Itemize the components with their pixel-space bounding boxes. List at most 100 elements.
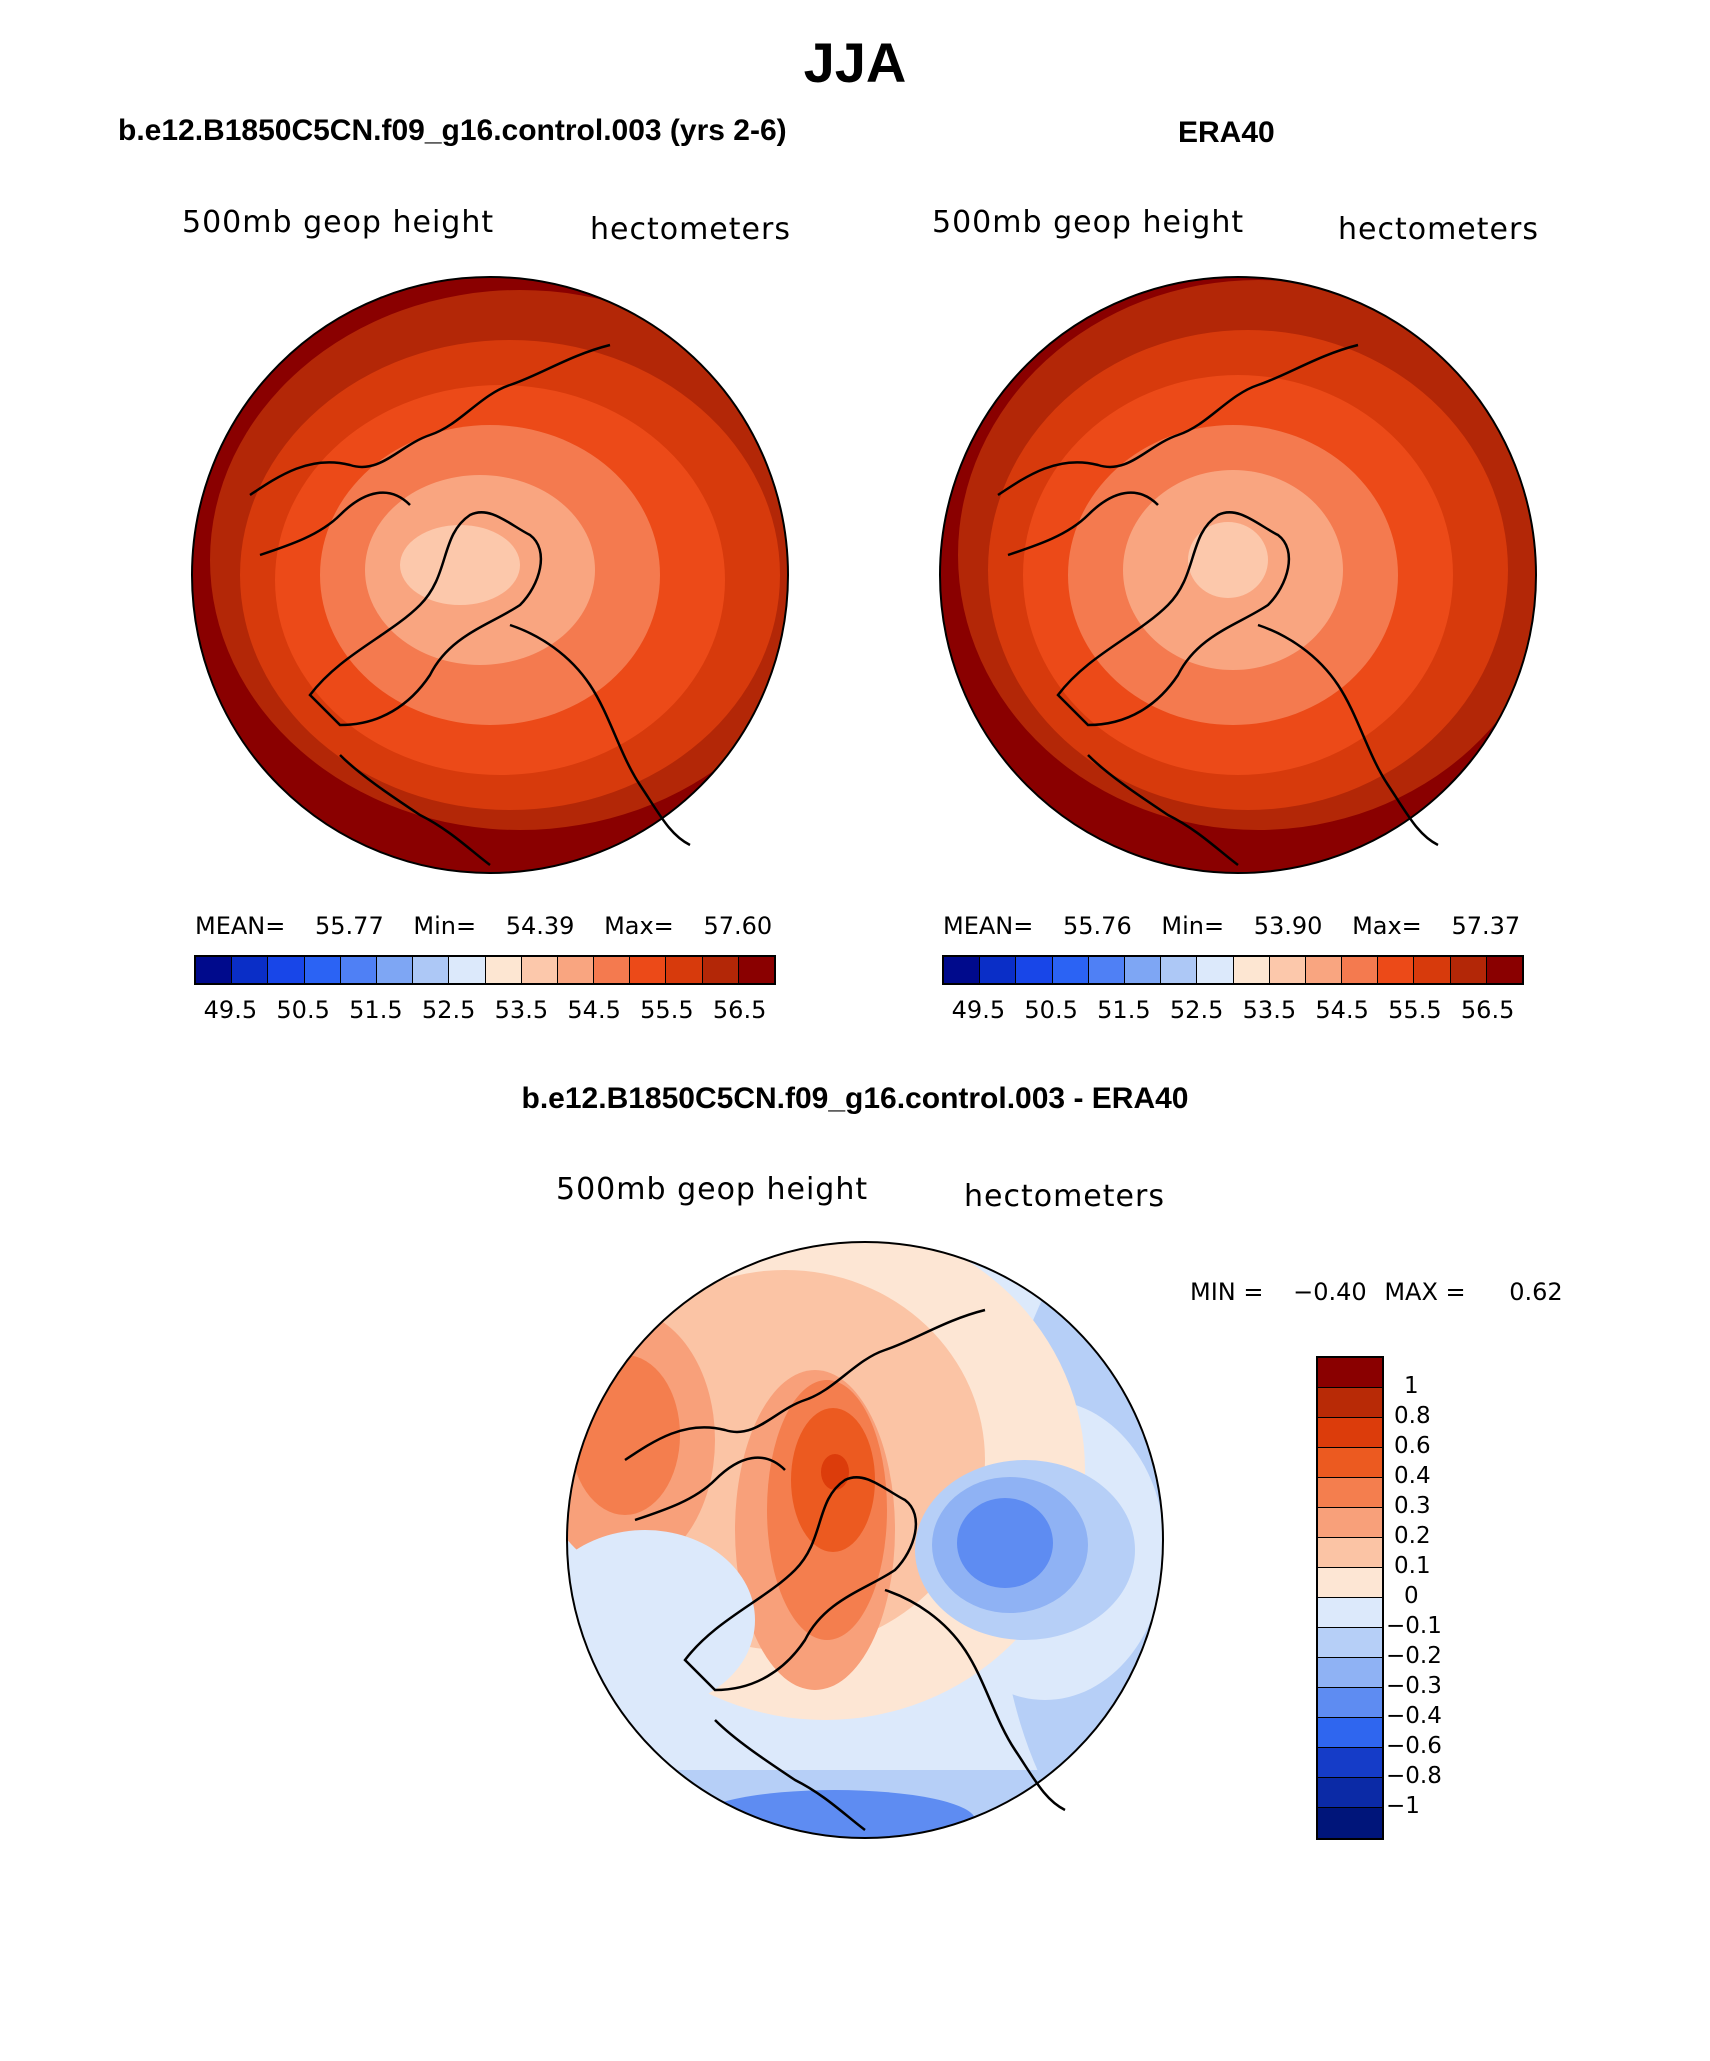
diff-colorbar-tick-label: 1: [1404, 1373, 1419, 1399]
left-coastline-greenland: [308, 511, 543, 727]
diff-colorbar-box: [1318, 1658, 1382, 1688]
diff-colorbar-box: [1318, 1718, 1382, 1748]
diff-coastline-asia: [624, 1308, 986, 1462]
left-colorbar-box: [738, 957, 774, 983]
right-colorbar: [942, 955, 1524, 985]
left-stats: MEAN= 55.77 Min= 54.39 Max= 57.60: [195, 912, 772, 940]
right-min-label: Min=: [1161, 912, 1225, 940]
diff-colorbar-box: [1318, 1568, 1382, 1598]
left-colorbar-box: [557, 957, 595, 983]
diff-coastline-europe: [714, 1719, 866, 1831]
diff-colorbar-box: [1318, 1688, 1382, 1718]
right-variable-label: 500mb geop height: [932, 205, 1245, 240]
left-max-value: 57.60: [703, 912, 773, 940]
left-colorbar-box: [196, 957, 233, 983]
diff-colorbar-box: [1318, 1418, 1382, 1448]
left-min-value: 54.39: [505, 912, 575, 940]
right-coastline-archipelago: [1007, 491, 1159, 557]
right-colorbar-box: [1305, 957, 1343, 983]
left-coastline-europe: [339, 754, 491, 866]
diff-colorbar: [1316, 1356, 1384, 1840]
right-colorbar-box: [1450, 957, 1487, 983]
right-colorbar-ticks: 49.5 50.5 51.5 52.5 53.5 54.5 55.5 56.5: [942, 996, 1524, 1026]
diff-colorbar-tick-label: −1: [1386, 1793, 1420, 1819]
diff-min-value: −0.40: [1293, 1278, 1367, 1306]
left-colorbar-tick-label: 52.5: [421, 996, 476, 1024]
diff-max-value: 0.62: [1509, 1278, 1563, 1306]
left-coastline-asia: [249, 343, 611, 497]
right-colorbar-box: [1269, 957, 1306, 983]
diff-colorbar-tick-label: 0.3: [1394, 1493, 1431, 1519]
left-colorbar-box: [232, 957, 269, 983]
left-colorbar-tick-label: 54.5: [567, 996, 621, 1024]
left-max-label: Max=: [604, 912, 674, 940]
diff-colorbar-box: [1318, 1628, 1382, 1658]
right-colorbar-tick-label: 51.5: [1097, 996, 1151, 1024]
right-colorbar-tick-label: 53.5: [1242, 996, 1297, 1024]
left-colorbar-box: [594, 957, 631, 983]
left-colorbar-box: [268, 957, 305, 983]
page-title: JJA: [803, 31, 907, 94]
right-colorbar-box: [1378, 957, 1415, 983]
right-colorbar-tick-label: 55.5: [1388, 996, 1442, 1024]
diff-panel-title: b.e12.B1850C5CN.f09_g16.control.003 - ER…: [521, 1082, 1189, 1115]
left-colorbar-box: [449, 957, 486, 983]
right-colorbar-tick-label: 49.5: [951, 996, 1006, 1024]
right-colorbar-tick-label: 56.5: [1460, 996, 1515, 1024]
right-colorbar-box: [980, 957, 1017, 983]
left-panel-title: b.e12.B1850C5CN.f09_g16.control.003 (yrs…: [118, 114, 787, 147]
left-polar-map: [191, 276, 789, 874]
right-max-value: 57.37: [1451, 912, 1521, 940]
left-mean-value: 55.77: [315, 912, 384, 940]
diff-coastline-greenland: [683, 1476, 918, 1692]
diff-colorbar-tick-label: −0.1: [1386, 1613, 1442, 1639]
left-colorbar: [194, 955, 776, 985]
right-colorbar-box: [1233, 957, 1270, 983]
right-coastline-europe: [1087, 754, 1239, 866]
right-colorbar-box: [1088, 957, 1125, 983]
diff-variable-label: 500mb geop height: [556, 1172, 869, 1207]
diff-colorbar-box: [1318, 1748, 1382, 1778]
left-variable-label: 500mb geop height: [182, 205, 495, 240]
right-max-label: Max=: [1352, 912, 1422, 940]
left-colorbar-tick-label: 51.5: [349, 996, 403, 1024]
diff-colorbar-tick-label: 0: [1404, 1583, 1419, 1609]
left-min-label: Min=: [413, 912, 477, 940]
left-mean-label: MEAN=: [195, 912, 286, 940]
left-units-label: hectometers: [590, 212, 791, 247]
diff-colorbar-tick-label: 0.4: [1394, 1463, 1431, 1489]
right-colorbar-box: [1016, 957, 1053, 983]
diff-colorbar-box: [1318, 1808, 1382, 1838]
left-colorbar-box: [304, 957, 341, 983]
left-colorbar-box: [376, 957, 414, 983]
right-colorbar-box: [1342, 957, 1379, 983]
right-stats: MEAN= 55.76 Min= 53.90 Max= 57.37: [943, 912, 1520, 940]
diff-colorbar-tick-label: −0.8: [1386, 1763, 1442, 1789]
right-colorbar-box: [1124, 957, 1162, 983]
left-colorbar-tick-label: 50.5: [276, 996, 330, 1024]
left-colorbar-tick-label: 53.5: [494, 996, 549, 1024]
right-colorbar-box: [1486, 957, 1522, 983]
left-colorbar-box: [521, 957, 558, 983]
left-colorbar-box: [666, 957, 703, 983]
diff-colorbar-box: [1318, 1598, 1382, 1628]
left-colorbar-box: [702, 957, 739, 983]
right-coastline-greenland: [1056, 511, 1291, 727]
diff-colorbar-box: [1318, 1448, 1382, 1478]
right-polar-map: [939, 276, 1537, 874]
diff-colorbar-box: [1318, 1358, 1382, 1388]
diff-colorbar-tick-label: 0.1: [1394, 1553, 1431, 1579]
right-colorbar-box: [944, 957, 981, 983]
diff-max-label: MAX =: [1384, 1278, 1466, 1306]
left-colorbar-ticks: 49.5 50.5 51.5 52.5 53.5 54.5 55.5 56.5: [194, 996, 776, 1026]
diff-polar-map: [566, 1241, 1164, 1839]
right-colorbar-tick-label: 50.5: [1024, 996, 1078, 1024]
left-colorbar-box: [630, 957, 667, 983]
right-min-value: 53.90: [1253, 912, 1323, 940]
diff-colorbar-tick-label: −0.6: [1386, 1733, 1442, 1759]
diff-coastline-archipelago: [634, 1456, 786, 1522]
left-coastline-archipelago: [259, 491, 411, 557]
diff-colorbar-box: [1318, 1538, 1382, 1568]
right-colorbar-box: [1161, 957, 1198, 983]
diff-colorbar-tick-label: 0.6: [1394, 1433, 1431, 1459]
